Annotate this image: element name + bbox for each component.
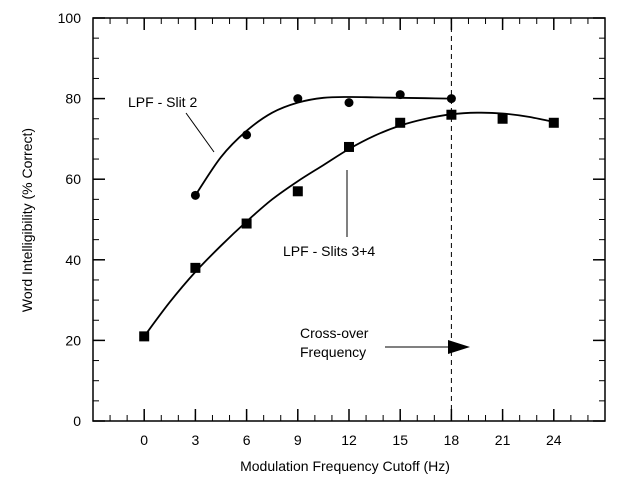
x-tick-label: 6 [243, 432, 251, 448]
data-point-square [548, 117, 559, 128]
y-tick-label: 60 [65, 171, 81, 187]
data-point-square [139, 331, 150, 342]
y-tick-label: 80 [65, 91, 81, 107]
data-point-square [395, 117, 406, 128]
data-point-square [497, 113, 508, 124]
x-axis-title: Modulation Frequency Cutoff (Hz) [240, 458, 450, 474]
fit-curves [143, 96, 554, 337]
y-tick-label: 40 [65, 252, 81, 268]
x-tick-label: 3 [192, 432, 200, 448]
y-tick-label: 100 [58, 10, 82, 26]
annotation-crossover-line2: Frequency [300, 344, 366, 360]
data-point-square [241, 218, 252, 229]
data-point-circle [293, 94, 303, 104]
data-point-square [190, 262, 201, 273]
x-tick-label: 9 [294, 432, 302, 448]
y-axis-title: Word Intelligibility (% Correct) [19, 128, 35, 312]
data-point-circle [446, 94, 456, 104]
plot-frame [92, 17, 606, 422]
x-tick-label: 21 [495, 432, 511, 448]
x-tick-label: 12 [341, 432, 357, 448]
x-tick-labels: 0 3 6 9 12 15 18 21 24 [140, 432, 561, 448]
major-ticks [93, 17, 605, 422]
annotation-slit2: LPF - Slit 2 [128, 94, 197, 110]
fit-curve-series-0 [194, 96, 452, 196]
data-point-square [344, 141, 354, 152]
annotation-crossover-line1: Cross-over [300, 325, 369, 341]
data-point-circle [344, 98, 354, 108]
data-markers [139, 90, 559, 342]
y-tick-label: 0 [73, 413, 81, 429]
x-tick-label: 0 [140, 432, 148, 448]
data-point-square [446, 109, 457, 120]
minor-ticks [92, 17, 606, 422]
data-point-circle [242, 130, 252, 140]
data-point-square [292, 186, 303, 197]
crossover-arrow-head [448, 340, 470, 354]
data-point-circle [190, 190, 200, 200]
annotation-slit2-pointer [185, 112, 215, 153]
data-point-circle [395, 90, 405, 100]
y-tick-label: 20 [65, 332, 81, 348]
x-tick-label: 18 [444, 432, 460, 448]
x-tick-label: 15 [392, 432, 408, 448]
annotation-slits34: LPF - Slits 3+4 [283, 243, 375, 259]
y-tick-labels: 0 20 40 60 80 100 [58, 10, 82, 429]
x-tick-label: 24 [546, 432, 562, 448]
